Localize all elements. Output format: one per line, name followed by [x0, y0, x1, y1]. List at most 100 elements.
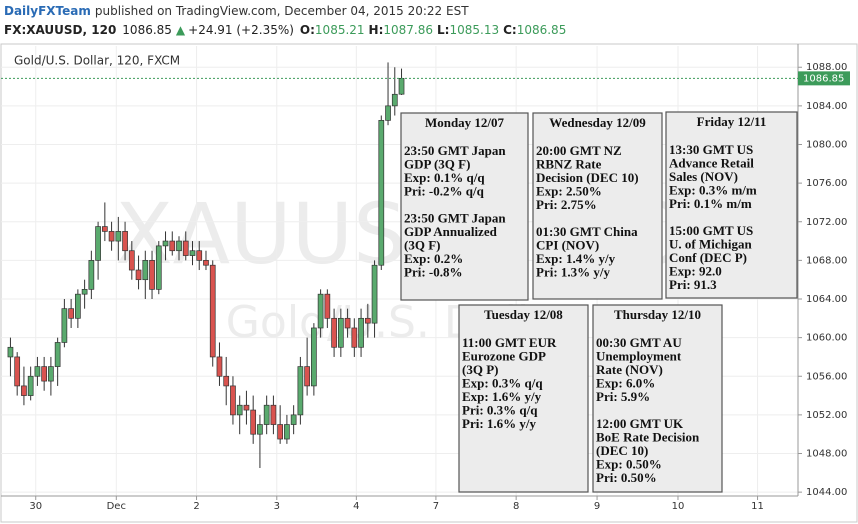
candle-body [378, 120, 385, 266]
event-line: Pri: 5.9% [596, 389, 650, 404]
event-line: Exp: 2.50% [536, 183, 602, 198]
published: published on TradingView.com, December 0… [95, 4, 469, 18]
ohlc-value: 1085.13 [449, 23, 499, 37]
candle-body [115, 231, 122, 242]
event-line: Exp: 0.3% m/m [669, 182, 757, 197]
candle-body [27, 375, 34, 396]
x-tick-label: 11 [751, 501, 764, 512]
candle-body [135, 269, 142, 281]
event-line: Exp: 92.0 [669, 263, 722, 278]
candle-body [344, 317, 351, 329]
ohlc-label: H: [369, 23, 384, 37]
author[interactable]: DailyFXTeam [4, 4, 91, 18]
candle-body [101, 226, 108, 232]
candle-body [95, 226, 101, 261]
y-tick-label: 1088.00 [806, 62, 847, 73]
candle-body [169, 240, 176, 252]
chart-title: Gold/U.S. Dollar, 120, FXCM [14, 54, 180, 68]
event-title: Wednesday 12/09 [549, 115, 646, 130]
candle-body [189, 250, 196, 256]
candle-body [358, 317, 364, 348]
event-line: Sales (NOV) [669, 169, 738, 184]
event-line: 20:00 GMT NZ [536, 143, 622, 158]
candle-body [331, 317, 337, 348]
candle-body [61, 308, 68, 343]
event-line: Exp: 1.6% y/y [462, 389, 542, 404]
ohlc-value: 1087.86 [383, 23, 433, 37]
event-line: Pri: -0.8% [404, 264, 462, 279]
y-tick-label: 1064.00 [806, 294, 847, 305]
last: 1086.85 [122, 23, 172, 37]
candle-body [162, 240, 169, 247]
event-line: Pri: 1.3% y/y [536, 264, 611, 279]
event-line: CPI (NOV) [536, 237, 599, 252]
event-line: Pri: 91.3 [669, 277, 717, 292]
header-line: DailyFXTeam published on TradingView.com,… [4, 4, 469, 18]
symbol: FX:XAUUSD, 120 [4, 23, 116, 37]
event-line: Pri: 1.6% y/y [462, 416, 537, 431]
x-tick-label: 4 [353, 501, 359, 512]
ohlc-label: L: [437, 23, 449, 37]
ohlc-label: O: [300, 23, 315, 37]
event-line: Pri: -0.2% q/q [404, 183, 485, 198]
ohlc-value: 1086.85 [517, 23, 567, 37]
event-line: Pri: 0.1% m/m [669, 196, 752, 211]
x-tick-label: 3 [274, 501, 280, 512]
candle-body [142, 260, 149, 281]
last-price-tag [798, 71, 850, 86]
event-title: Thursday 12/10 [614, 307, 701, 322]
x-tick-label: 10 [672, 501, 685, 512]
candle-body [385, 105, 391, 121]
candle-body [155, 245, 162, 290]
candle-body [236, 404, 243, 416]
event-line: Pri: 0.3% q/q [462, 402, 538, 417]
x-tick-label: 9 [594, 501, 600, 512]
ohlc-value: 1085.21 [315, 23, 365, 37]
candle-body [230, 385, 236, 416]
candle-body [68, 308, 74, 319]
event-line: Exp: 6.0% [596, 375, 655, 390]
event-line: Exp: 1.4% y/y [536, 251, 616, 266]
event-line: Decision (DEC 10) [536, 170, 639, 185]
candle-body [317, 293, 324, 329]
candle-body [209, 264, 216, 358]
candle-body [21, 385, 27, 396]
event-line: Exp: 0.1% q/q [404, 170, 485, 185]
event-line: Unemployment [596, 348, 682, 363]
candle-body [41, 366, 48, 382]
candle-body [351, 327, 358, 348]
candle-body [398, 77, 405, 95]
candle-body [7, 346, 14, 358]
candle-body [81, 288, 88, 295]
event-line: Exp: 0.2% [404, 251, 463, 266]
event-line: GDP (3Q F) [404, 156, 470, 171]
candle-body [311, 327, 317, 387]
event-line: Exp: 0.50% [596, 456, 662, 471]
event-line: Pri: 2.75% [536, 197, 597, 212]
event-line: BoE Rate Decision [596, 429, 700, 444]
y-tick-label: 1052.00 [806, 410, 847, 421]
candle-body [391, 93, 398, 107]
event-title: Friday 12/11 [697, 114, 767, 129]
candle-body [250, 409, 257, 435]
event-line: RBNZ Rate [536, 156, 602, 171]
candle-body [364, 317, 371, 324]
candle-body [48, 366, 54, 382]
event-title: Tuesday 12/08 [484, 307, 563, 322]
change: +24.91 (+2.35%) [188, 23, 294, 37]
event-title: Monday 12/07 [425, 115, 505, 130]
chart-frame [0, 43, 858, 523]
event-line: Exp: 0.3% q/q [462, 375, 543, 390]
event-line: 23:50 GMT Japan [404, 143, 506, 158]
event-line: Eurozone GDP [462, 348, 546, 363]
candle-body [243, 404, 250, 411]
event-line: 01:30 GMT China [536, 224, 638, 239]
ticker-line: FX:XAUUSD, 120 1086.85 ▲ +24.91 (+2.35%) O:1… [4, 23, 566, 37]
candle-body [337, 317, 344, 348]
event-line: (3Q F) [404, 237, 440, 252]
event-line: 00:30 GMT AU [596, 335, 682, 350]
event-line: Pri: 0.50% [596, 470, 657, 485]
last-price-label: 1086.85 [803, 73, 844, 84]
event-line: 12:00 GMT UK [596, 416, 684, 431]
event-line: 13:30 GMT US [669, 142, 753, 157]
